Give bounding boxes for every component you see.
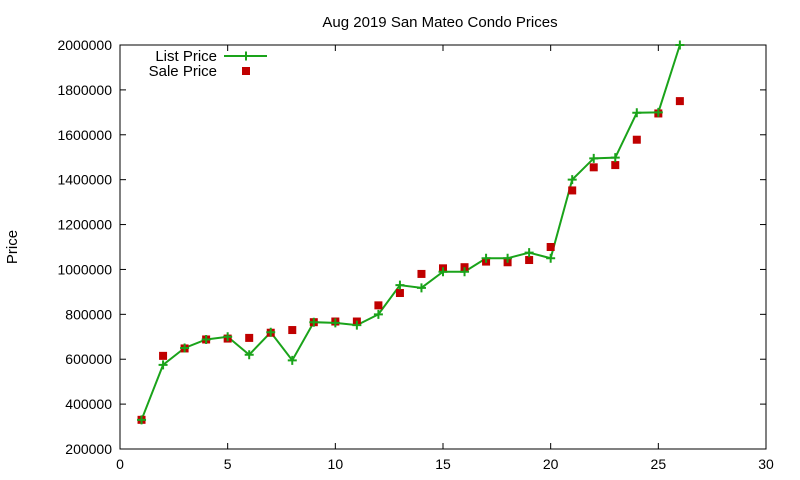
x-axis: 0 5 10 15 20 25 30 <box>116 45 774 472</box>
y-tick-label: 800000 <box>65 306 112 322</box>
list-price-point <box>287 355 297 365</box>
y-tick-label: 200000 <box>65 441 112 457</box>
list-price-point <box>137 415 147 425</box>
list-price-point <box>223 332 233 342</box>
y-tick-label: 1800000 <box>57 82 112 98</box>
list-price-point <box>460 267 470 277</box>
list-price-point <box>244 350 254 360</box>
list-price-point <box>309 317 319 327</box>
sale-price-point <box>395 289 404 298</box>
y-tick-label: 2000000 <box>57 37 112 53</box>
sale-price-point <box>632 135 641 144</box>
list-price-point <box>180 343 190 353</box>
y-tick-label: 1200000 <box>57 217 112 233</box>
y-tick-label: 600000 <box>65 351 112 367</box>
y-tick-label: 1600000 <box>57 127 112 143</box>
list-price-point <box>481 253 491 263</box>
x-tick-label: 25 <box>651 456 667 472</box>
sale-price-point <box>159 351 168 360</box>
sale-price-point <box>589 163 598 172</box>
sale-price-point <box>611 161 620 170</box>
list-price-point <box>352 320 362 330</box>
legend-label-list-price: List Price <box>155 48 217 65</box>
legend: List Price Sale Price <box>149 48 267 80</box>
y-axis-label: Price <box>4 230 21 264</box>
x-tick-label: 15 <box>435 456 451 472</box>
list-price-point <box>610 153 620 163</box>
plot-area <box>137 40 685 425</box>
list-price-point <box>201 334 211 344</box>
sale-price-point <box>417 269 426 278</box>
x-tick-label: 30 <box>758 456 774 472</box>
sale-price-point <box>288 326 297 335</box>
sale-price-point <box>568 186 577 195</box>
list-price-point <box>395 280 405 290</box>
sale-price-point <box>374 301 383 310</box>
legend-label-sale-price: Sale Price <box>149 63 217 80</box>
y-axis: 200000 400000 600000 800000 1000000 1200000 14… <box>57 37 766 457</box>
list-price-point <box>675 40 685 50</box>
list-price-point <box>438 267 448 277</box>
list-price-point <box>546 253 556 263</box>
list-price-point <box>373 309 383 319</box>
list-price-point <box>589 153 599 163</box>
sale-price-point <box>675 97 684 106</box>
x-tick-label: 5 <box>224 456 232 472</box>
x-tick-label: 10 <box>328 456 344 472</box>
chart-title: Aug 2019 San Mateo Condo Prices <box>322 14 557 31</box>
plot-frame <box>119 44 767 450</box>
sale-price-point <box>525 256 534 265</box>
legend-marker-list-price <box>241 51 251 61</box>
x-tick-label: 0 <box>116 456 124 472</box>
sale-price-point <box>546 243 555 251</box>
list-price-point <box>632 108 642 118</box>
list-price-line <box>140 44 681 421</box>
list-price-point <box>158 360 168 370</box>
list-price-point <box>266 327 276 337</box>
list-price-point <box>567 175 577 185</box>
y-tick-label: 400000 <box>65 396 112 412</box>
list-price-point <box>330 318 340 328</box>
list-price-point <box>524 248 534 258</box>
list-price-point <box>503 253 513 263</box>
y-tick-label: 1400000 <box>57 172 112 188</box>
sale-price-point <box>245 333 254 342</box>
y-tick-label: 1000000 <box>57 261 112 277</box>
list-price-point <box>416 283 426 293</box>
x-tick-label: 20 <box>543 456 559 472</box>
legend-marker-sale-price <box>242 67 250 75</box>
list-price-point <box>653 107 663 117</box>
